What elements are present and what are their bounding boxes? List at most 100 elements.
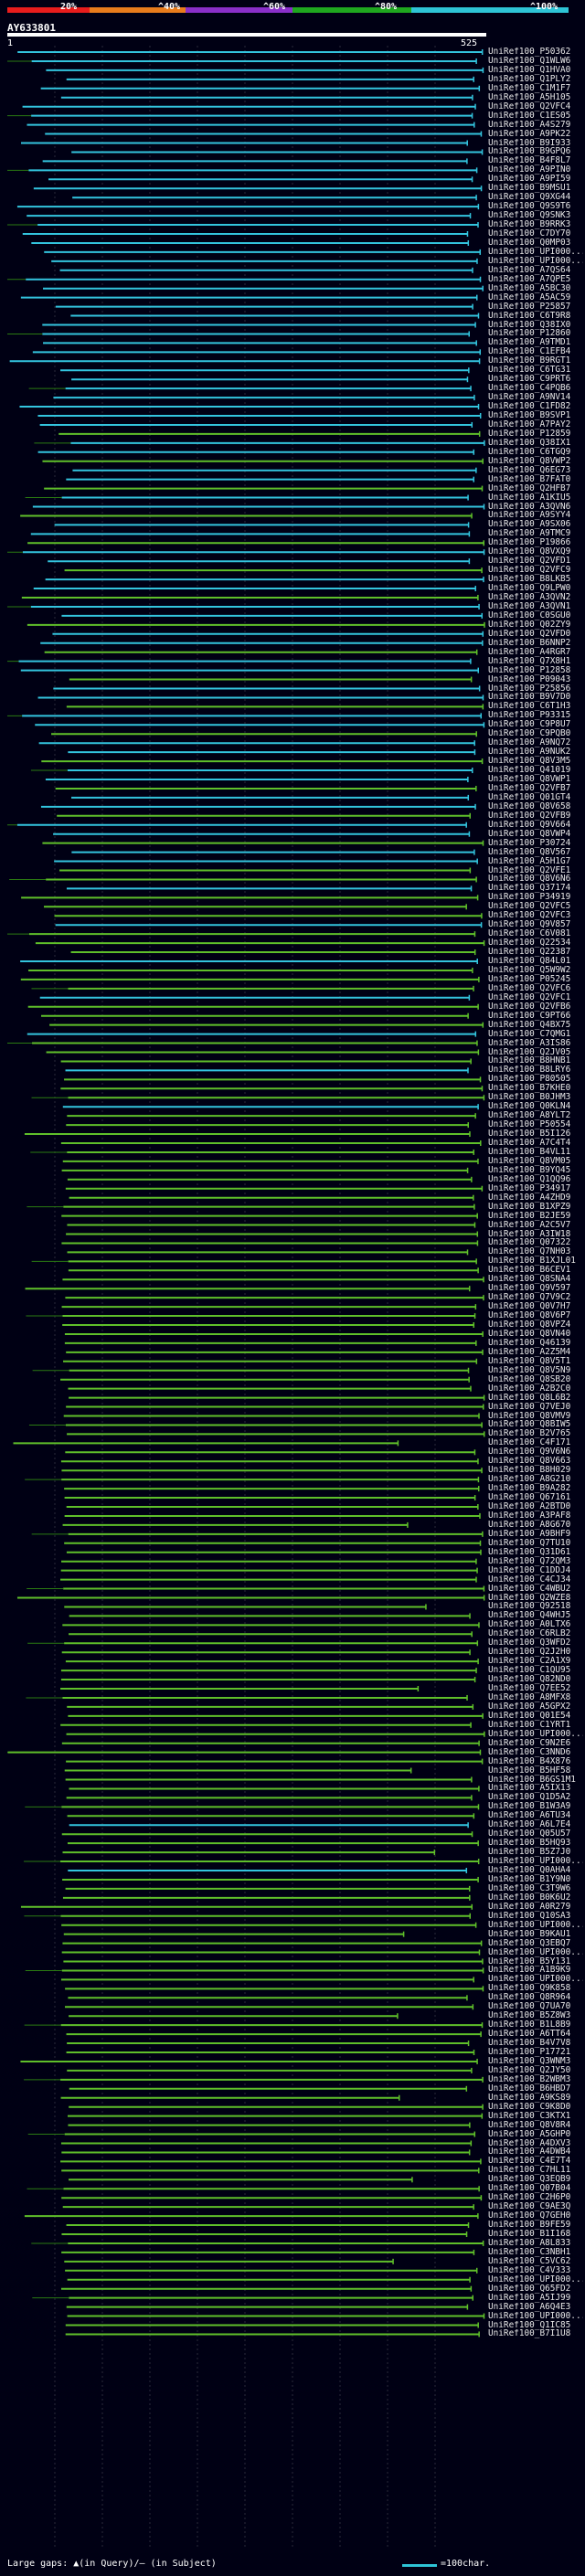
hit-label[interactable]: UniRef100_Q7TU10 [488, 1538, 571, 1548]
hit-label[interactable]: UniRef100_C6T9R8 [488, 311, 571, 321]
hit-label[interactable]: UniRef100_Q38IX1 [488, 438, 571, 448]
hit-label[interactable]: UniRef100_Q0V7H7 [488, 1302, 571, 1312]
hit-label[interactable]: UniRef100_Q22534 [488, 938, 571, 949]
hit-label[interactable]: UniRef100_B5HQ93 [488, 1839, 571, 1849]
hit-label[interactable]: UniRef100_B9MSU1 [488, 184, 571, 194]
hit-label[interactable]: UniRef100_P34919 [488, 893, 571, 903]
hit-label[interactable]: UniRef100_B1L8B9 [488, 2020, 571, 2030]
hit-label[interactable]: UniRef100_A9NQ72 [488, 738, 571, 748]
hit-label[interactable]: UniRef100_Q9S9T6 [488, 202, 571, 212]
hit-label[interactable]: UniRef100_C7HL11 [488, 2166, 571, 2176]
hit-label[interactable]: UniRef100_Q8VPZ4 [488, 1320, 571, 1330]
hit-label[interactable]: UniRef100_B2WBM3 [488, 2074, 571, 2084]
hit-label[interactable]: UniRef100_Q5W9W2 [488, 965, 571, 975]
hit-label[interactable]: UniRef100_A0R279 [488, 1902, 571, 1912]
hit-label[interactable]: UniRef100_C3NND6 [488, 1747, 571, 1757]
hit-label[interactable]: UniRef100_P12860 [488, 329, 571, 339]
hit-label[interactable]: UniRef100_Q7UA70 [488, 2002, 571, 2012]
hit-label[interactable]: UniRef100_B1XJL01 [488, 1256, 576, 1267]
hit-label[interactable]: UniRef100_C7QMG1 [488, 1029, 571, 1039]
hit-label[interactable]: UniRef100_Q3WFD2 [488, 1638, 571, 1648]
hit-label[interactable]: UniRef100_B0JHM3 [488, 1093, 571, 1103]
hit-label[interactable]: UniRef100_C4E7T4 [488, 2157, 571, 2167]
hit-label[interactable]: UniRef100_C3NBH1 [488, 2247, 571, 2257]
hit-label[interactable]: UniRef100_UPI000... [488, 1729, 583, 1739]
hit-label[interactable]: UniRef100_A8L833 [488, 2238, 571, 2248]
hit-label[interactable]: UniRef100_A6L7E4 [488, 1820, 571, 1830]
hit-label[interactable]: UniRef100_Q8V663 [488, 1457, 571, 1467]
hit-label[interactable]: UniRef100_Q8VMV9 [488, 1411, 571, 1421]
hit-label[interactable]: UniRef100_Q8V5T1 [488, 1356, 571, 1366]
hit-label[interactable]: UniRef100_Q8R964 [488, 1993, 571, 2003]
hit-label[interactable]: UniRef100_A5GHP0 [488, 2129, 571, 2139]
hit-label[interactable]: UniRef100_C4F171 [488, 1438, 571, 1448]
hit-label[interactable]: UniRef100_UPI000... [488, 247, 583, 257]
hit-label[interactable]: UniRef100_B9SVP1 [488, 411, 571, 420]
hit-label[interactable]: UniRef100_A9KS89 [488, 2093, 571, 2103]
hit-label[interactable]: UniRef100_B8LKB5 [488, 575, 571, 585]
hit-label[interactable]: UniRef100_B8H029 [488, 1466, 571, 1476]
hit-label[interactable]: UniRef100_Q2JY50 [488, 2065, 571, 2075]
hit-label[interactable]: UniRef100_P17721 [488, 2048, 571, 2057]
hit-label[interactable]: UniRef100_C7DY70 [488, 229, 571, 239]
hit-label[interactable]: UniRef100_A6TU34 [488, 1811, 571, 1821]
hit-label[interactable]: UniRef100_A7QPE5 [488, 274, 571, 284]
hit-label[interactable]: UniRef100_Q8L6B2 [488, 1393, 571, 1403]
hit-label[interactable]: UniRef100_Q1HVA0 [488, 65, 571, 75]
hit-label[interactable]: UniRef100_B1Y9N0 [488, 1874, 571, 1884]
hit-label[interactable]: UniRef100_Q72QM3 [488, 1556, 571, 1566]
hit-label[interactable]: UniRef100_Q8VWP2 [488, 456, 571, 466]
hit-label[interactable]: UniRef100_Q1D5A2 [488, 1793, 571, 1803]
hit-label[interactable]: UniRef100_Q8BIW5 [488, 1420, 571, 1430]
hit-label[interactable]: UniRef100_B0K6U2 [488, 1892, 571, 1903]
hit-label[interactable]: UniRef100_B9RRK3 [488, 220, 571, 230]
hit-label[interactable]: UniRef100_B5Z8W3 [488, 2011, 571, 2021]
hit-label[interactable]: UniRef100_B6HBD7 [488, 2083, 571, 2094]
hit-label[interactable]: UniRef100_P12858 [488, 665, 571, 675]
hit-label[interactable]: UniRef100_B6NNP2 [488, 638, 571, 648]
hit-label[interactable]: UniRef100_C4CJ34 [488, 1574, 571, 1585]
hit-label[interactable]: UniRef100_B7I1U8 [488, 2329, 571, 2339]
hit-label[interactable]: UniRef100_Q4WHJ5 [488, 1611, 571, 1621]
hit-label[interactable]: UniRef100_Q2J2H0 [488, 1648, 571, 1658]
hit-label[interactable]: UniRef100_A4DXV3 [488, 2138, 571, 2148]
hit-label[interactable]: UniRef100_A9SX06 [488, 520, 571, 530]
hit-label[interactable]: UniRef100_Q7X8H1 [488, 656, 571, 666]
hit-label[interactable]: UniRef100_Q8V658 [488, 801, 571, 811]
hit-label[interactable]: UniRef100_Q8VN40 [488, 1329, 571, 1339]
hit-label[interactable]: UniRef100_Q41019 [488, 766, 571, 776]
hit-label[interactable]: UniRef100_Q2VFC3 [488, 911, 571, 921]
hit-label[interactable]: UniRef100_A1B9K9 [488, 1966, 571, 1976]
hit-label[interactable]: UniRef100_C1DDJ4 [488, 1565, 571, 1575]
hit-label[interactable]: UniRef100_A9PIN0 [488, 165, 571, 175]
hit-label[interactable]: UniRef100_A4DWB4 [488, 2147, 571, 2157]
hit-label[interactable]: UniRef100_A9NV14 [488, 393, 571, 403]
hit-label[interactable]: UniRef100_A8MFX8 [488, 1692, 571, 1702]
hit-label[interactable]: UniRef100_Q8V5N9 [488, 1365, 571, 1375]
hit-label[interactable]: UniRef100_Q07B04 [488, 2184, 571, 2194]
hit-label[interactable]: UniRef100_C9PT66 [488, 1011, 571, 1021]
hit-label[interactable]: UniRef100_Q7GEH0 [488, 2211, 571, 2221]
hit-label[interactable]: UniRef100_Q37174 [488, 884, 571, 894]
hit-label[interactable]: UniRef100_UPI000... [488, 256, 583, 266]
hit-label[interactable]: UniRef100_P93315 [488, 711, 571, 721]
hit-label[interactable]: UniRef100_A5H1G7 [488, 856, 571, 866]
hit-label[interactable]: UniRef100_Q8V6P7 [488, 1311, 571, 1321]
hit-label[interactable]: UniRef100_C9K8D0 [488, 2102, 571, 2112]
hit-label[interactable]: UniRef100_B5Z7J0 [488, 1848, 571, 1858]
hit-label[interactable]: UniRef100_Q2VFD0 [488, 629, 571, 639]
hit-label[interactable]: UniRef100_A7C4T4 [488, 1139, 571, 1148]
hit-label[interactable]: UniRef100_A3QVN6 [488, 502, 571, 512]
hit-label[interactable]: UniRef100_B1W3A9 [488, 1802, 571, 1812]
hit-label[interactable]: UniRef100_C9AE3Q [488, 2202, 571, 2212]
hit-label[interactable]: UniRef100_C9PQB0 [488, 729, 571, 739]
hit-label[interactable]: UniRef100_C4V333 [488, 2265, 571, 2275]
hit-label[interactable]: UniRef100_Q2VFE1 [488, 865, 571, 875]
hit-label[interactable]: UniRef100_B6CEV1 [488, 1266, 571, 1276]
hit-label[interactable]: UniRef100_P80505 [488, 1075, 571, 1085]
hit-label[interactable]: UniRef100_P30724 [488, 838, 571, 848]
hit-label[interactable]: UniRef100_A5IX13 [488, 1784, 571, 1794]
hit-label[interactable]: UniRef100_Q8SNA4 [488, 1275, 571, 1285]
hit-label[interactable]: UniRef100_B4X876 [488, 1756, 571, 1766]
hit-label[interactable]: UniRef100_P25857 [488, 302, 571, 312]
